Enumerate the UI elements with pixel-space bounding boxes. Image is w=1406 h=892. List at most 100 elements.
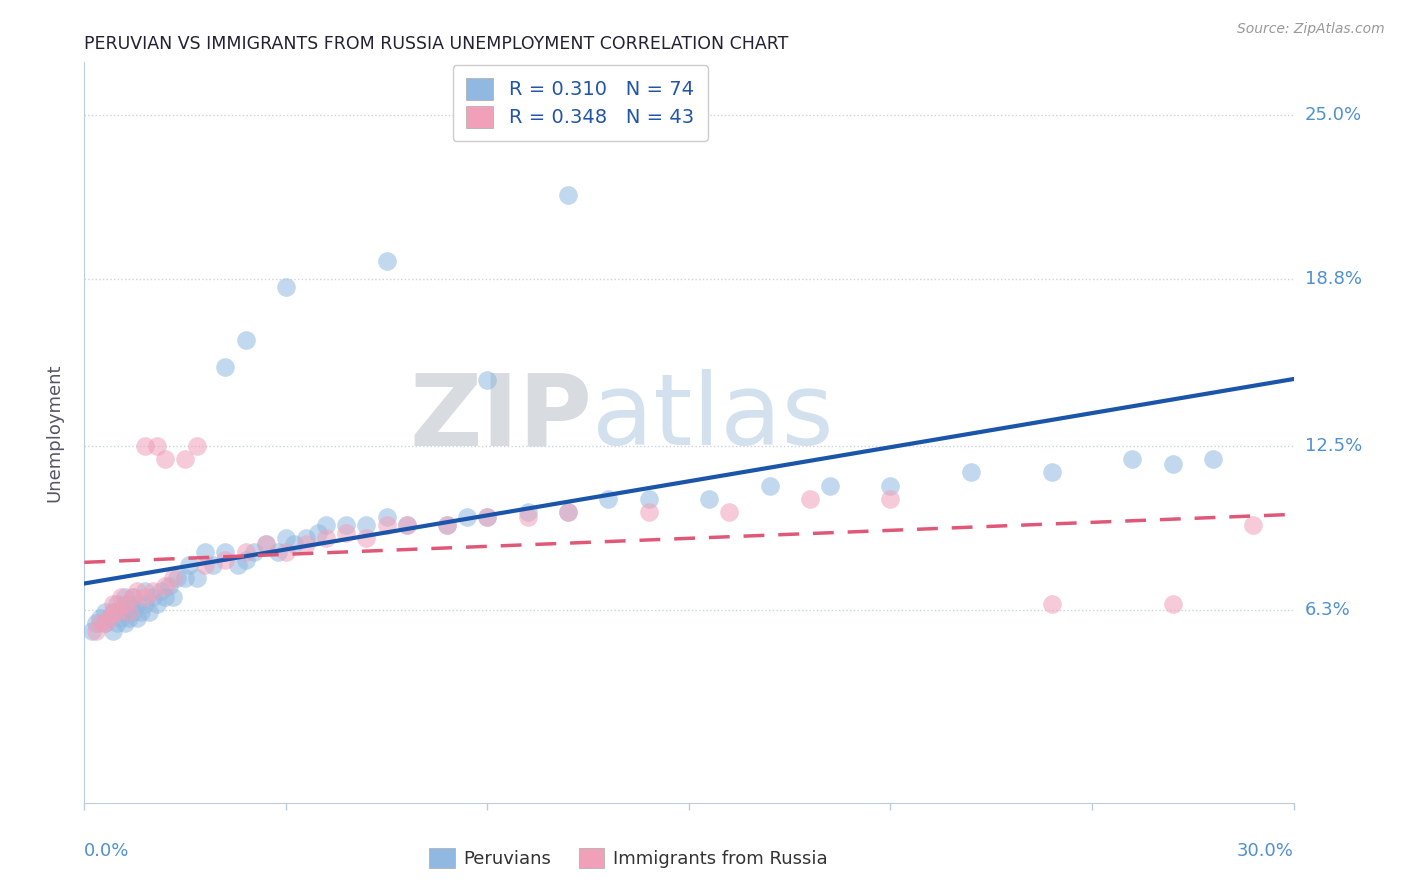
Point [153,579,176,593]
Point [879,478,901,492]
Point [89,615,111,630]
Point [105,606,128,620]
Point [110,590,132,604]
Point [758,478,780,492]
Point [226,558,249,572]
Text: 6.3%: 6.3% [1305,601,1350,619]
Legend: Peruvians, Immigrants from Russia: Peruvians, Immigrants from Russia [422,841,835,875]
Point [179,558,201,572]
Point [1121,452,1143,467]
Point [637,491,659,506]
Text: 30.0%: 30.0% [1237,842,1294,860]
Point [97,611,120,625]
Point [960,465,983,479]
Text: Source: ZipAtlas.com: Source: ZipAtlas.com [1237,22,1385,37]
Point [375,518,398,533]
Point [254,536,277,550]
Point [134,439,156,453]
Point [214,552,236,566]
Point [1241,518,1264,533]
Point [162,571,184,585]
Point [134,590,156,604]
Point [114,615,136,630]
Point [477,373,499,387]
Point [879,491,901,506]
Point [157,579,180,593]
Point [110,611,132,625]
Point [315,532,337,546]
Point [186,571,208,585]
Point [375,253,398,268]
Text: atlas: atlas [592,369,834,467]
Point [477,510,499,524]
Text: PERUVIAN VS IMMIGRANTS FROM RUSSIA UNEMPLOYMENT CORRELATION CHART: PERUVIAN VS IMMIGRANTS FROM RUSSIA UNEMP… [84,35,789,53]
Point [138,606,160,620]
Point [149,584,172,599]
Point [456,510,478,524]
Point [153,590,176,604]
Point [799,491,821,506]
Point [174,452,197,467]
Point [162,590,184,604]
Point [516,510,538,524]
Point [235,544,257,558]
Point [516,505,538,519]
Point [186,439,208,453]
Point [214,544,236,558]
Point [375,510,398,524]
Point [110,603,132,617]
Point [174,571,197,585]
Point [235,333,257,347]
Point [114,598,136,612]
Point [274,544,297,558]
Point [105,615,128,630]
Point [395,518,418,533]
Point [557,505,579,519]
Point [274,280,297,294]
Point [267,544,290,558]
Point [114,606,136,620]
Point [118,606,141,620]
Point [235,552,257,566]
Point [283,536,305,550]
Point [86,624,108,638]
Point [356,518,378,533]
Point [129,606,152,620]
Point [335,526,357,541]
Point [477,510,499,524]
Point [114,590,136,604]
Point [202,558,225,572]
Point [125,598,148,612]
Point [356,532,378,546]
Point [153,452,176,467]
Point [86,615,108,630]
Point [254,536,277,550]
Point [101,606,124,620]
Point [121,590,143,604]
Point [274,532,297,546]
Point [335,518,357,533]
Point [101,606,124,620]
Point [818,478,841,492]
Point [307,526,329,541]
Point [194,544,217,558]
Point [125,584,148,599]
Point [93,606,115,620]
Point [118,611,141,625]
Point [101,598,124,612]
Text: 12.5%: 12.5% [1305,437,1362,455]
Point [194,558,217,572]
Point [1040,598,1063,612]
Point [315,518,337,533]
Point [101,624,124,638]
Point [89,611,111,625]
Point [718,505,741,519]
Point [134,598,156,612]
Point [214,359,236,374]
Point [295,536,318,550]
Point [295,532,318,546]
Point [1040,465,1063,479]
Text: 25.0%: 25.0% [1305,106,1362,124]
Point [598,491,620,506]
Point [1161,458,1184,472]
